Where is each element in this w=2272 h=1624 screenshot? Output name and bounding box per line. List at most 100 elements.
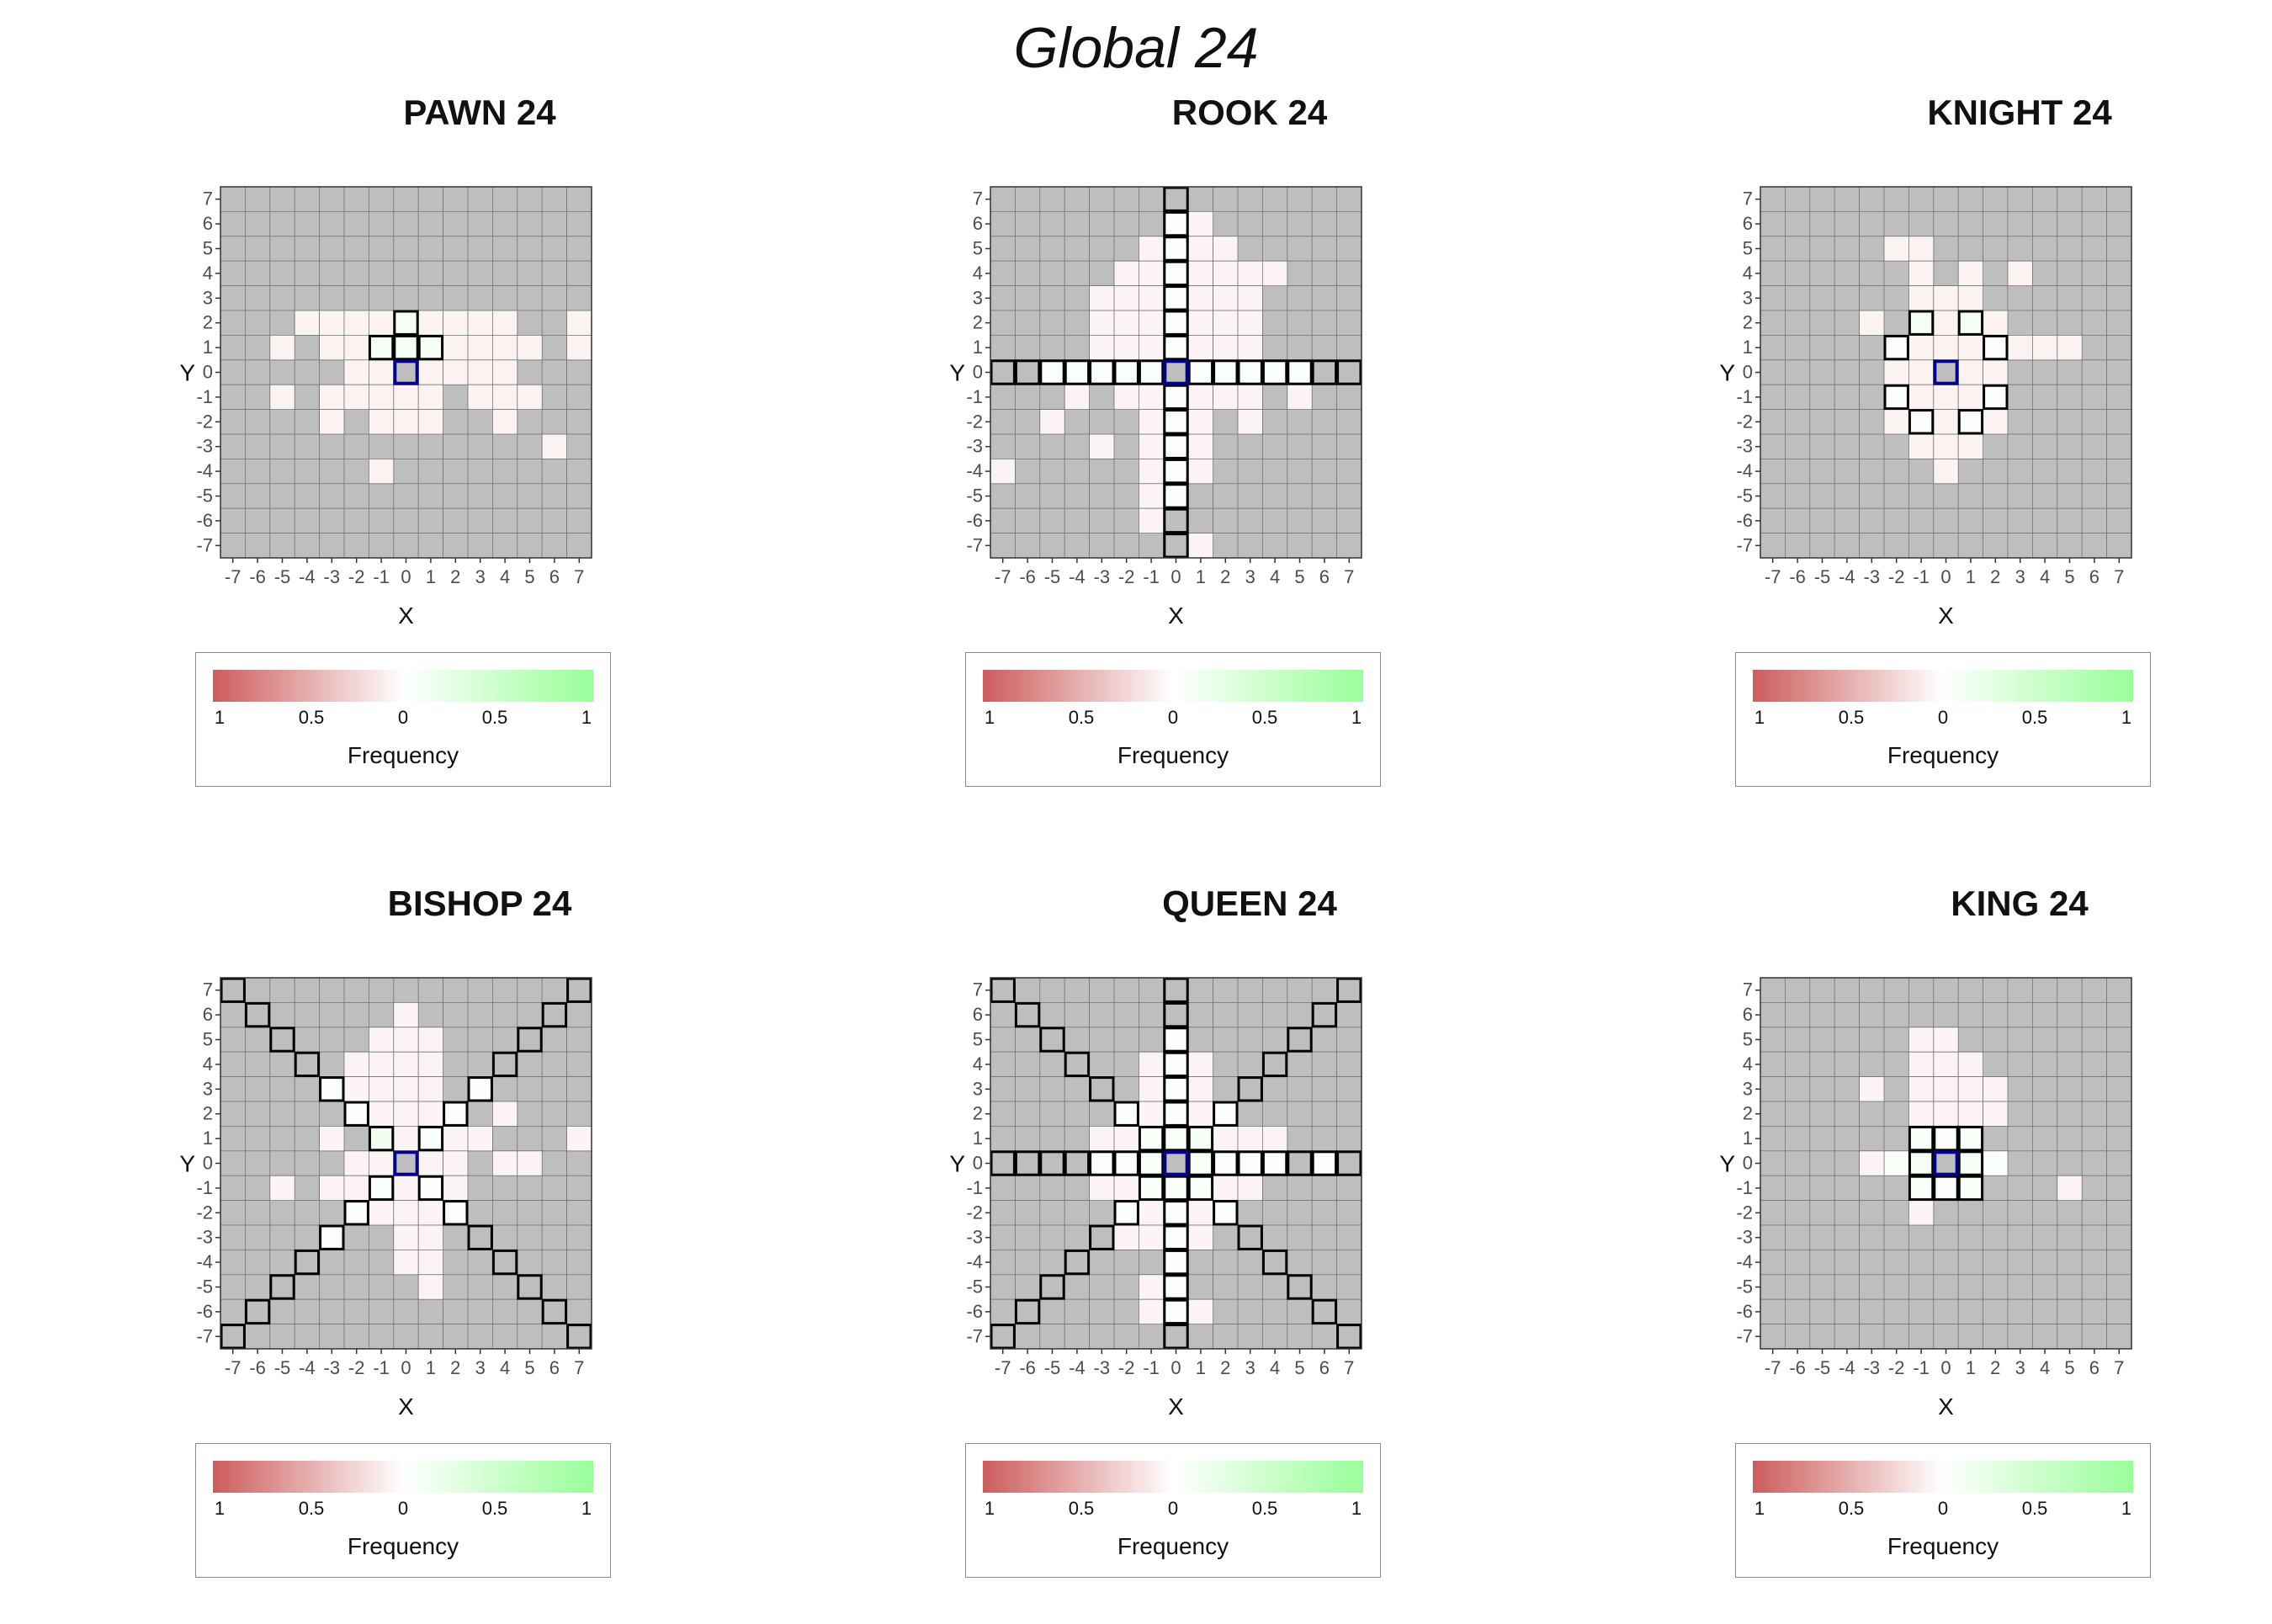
empty-cell <box>566 1001 592 1028</box>
frequency-cell <box>319 334 345 361</box>
frequency-cell <box>1089 310 1115 336</box>
empty-cell <box>541 1101 568 1127</box>
empty-cell <box>417 507 444 534</box>
move-outline <box>1163 507 1189 534</box>
x-tick-label: 1 <box>1966 566 1976 587</box>
empty-cell <box>1015 483 1041 509</box>
x-tick-label: 3 <box>1245 566 1255 587</box>
empty-cell <box>467 1150 493 1176</box>
empty-cell <box>1039 186 1065 212</box>
empty-cell <box>2106 334 2132 361</box>
empty-cell <box>269 236 295 262</box>
empty-cell <box>1237 977 1263 1003</box>
empty-cell <box>2057 1224 2083 1250</box>
empty-cell <box>1883 433 1909 459</box>
move-outline <box>368 1125 395 1152</box>
empty-cell <box>343 483 369 509</box>
empty-cell <box>1785 186 1811 212</box>
empty-cell <box>1261 186 1288 212</box>
empty-cell <box>319 533 345 559</box>
empty-cell <box>541 1076 568 1102</box>
empty-cell <box>319 1274 345 1300</box>
legend-tick-label: 0.5 <box>1838 1498 1865 1519</box>
move-outline <box>1039 1027 1065 1053</box>
frequency-cell <box>1908 1175 1935 1202</box>
empty-cell <box>393 1324 419 1350</box>
empty-cell <box>294 1125 320 1152</box>
x-tick-label: 0 <box>1171 566 1181 587</box>
empty-cell <box>1809 334 1835 361</box>
empty-cell <box>990 1051 1016 1077</box>
empty-cell <box>1311 210 1338 237</box>
empty-cell <box>269 1001 295 1028</box>
empty-cell <box>1983 1027 2009 1053</box>
empty-cell <box>393 260 419 286</box>
x-tick-label: -3 <box>1864 566 1881 587</box>
empty-cell <box>1311 236 1338 262</box>
empty-cell <box>1015 359 1041 385</box>
empty-cell <box>1311 285 1338 311</box>
empty-cell <box>491 1274 518 1300</box>
heatmap-panel: KNIGHT 24 7 6 5 4 3 2 1 0 -1 -2 -3 -4 -5 -6 -7 -7 -6 -5 -4-… <box>1700 93 2272 833</box>
empty-cell <box>1064 236 1090 262</box>
frequency-cell <box>1957 310 1984 336</box>
y-tick-label: 5 <box>973 1029 983 1050</box>
move-outline <box>1163 384 1189 411</box>
empty-cell <box>2007 507 2033 534</box>
y-tick-label: 1 <box>1743 337 1753 358</box>
empty-cell <box>1859 285 1885 311</box>
empty-cell <box>1760 1101 1786 1127</box>
empty-cell <box>1237 1224 1263 1250</box>
empty-cell <box>1187 1027 1214 1053</box>
frequency-cell <box>1138 310 1165 336</box>
empty-cell <box>1064 1051 1090 1077</box>
frequency-cell <box>319 310 345 336</box>
empty-cell <box>491 1027 518 1053</box>
empty-cell <box>467 1001 493 1028</box>
empty-cell <box>517 409 543 435</box>
empty-cell <box>343 533 369 559</box>
empty-cell <box>2007 359 2033 385</box>
empty-cell <box>541 359 568 385</box>
empty-cell <box>2081 1001 2108 1028</box>
empty-cell <box>1883 1224 1909 1250</box>
empty-cell <box>1983 533 2009 559</box>
empty-cell <box>269 1101 295 1127</box>
empty-cell <box>1834 1101 1860 1127</box>
empty-cell <box>2031 384 2058 411</box>
empty-cell <box>1015 260 1041 286</box>
frequency-cell <box>1089 1150 1115 1176</box>
empty-cell <box>294 409 320 435</box>
empty-cell <box>393 458 419 485</box>
frequency-cell <box>1163 210 1189 237</box>
empty-cell <box>1834 433 1860 459</box>
empty-cell <box>1785 1249 1811 1276</box>
frequency-cell <box>417 1125 444 1152</box>
empty-cell <box>1213 1224 1239 1250</box>
empty-cell <box>2081 1150 2108 1176</box>
empty-cell <box>517 977 543 1003</box>
empty-cell <box>245 236 271 262</box>
empty-cell <box>1859 1249 1885 1276</box>
y-tick-label: 5 <box>203 238 213 259</box>
empty-cell <box>1064 285 1090 311</box>
empty-cell <box>294 1051 320 1077</box>
empty-cell <box>1064 210 1090 237</box>
empty-cell <box>220 359 246 385</box>
legend: 1 0.5 0 0.5 1 Frequency <box>1735 652 2151 787</box>
frequency-cell <box>1908 1200 1935 1226</box>
move-outline <box>220 977 246 1003</box>
move-outline <box>269 1027 295 1053</box>
x-tick-label: 3 <box>2015 566 2025 587</box>
empty-cell <box>1163 1001 1189 1028</box>
frequency-cell <box>1883 409 1909 435</box>
empty-cell <box>517 1051 543 1077</box>
empty-cell <box>1336 236 1362 262</box>
frequency-cell <box>1908 310 1935 336</box>
move-outline <box>990 1150 1016 1176</box>
frequency-cell <box>1163 334 1189 361</box>
y-tick-label: 5 <box>1743 238 1753 259</box>
frequency-cell <box>368 359 395 385</box>
empty-cell <box>467 285 493 311</box>
